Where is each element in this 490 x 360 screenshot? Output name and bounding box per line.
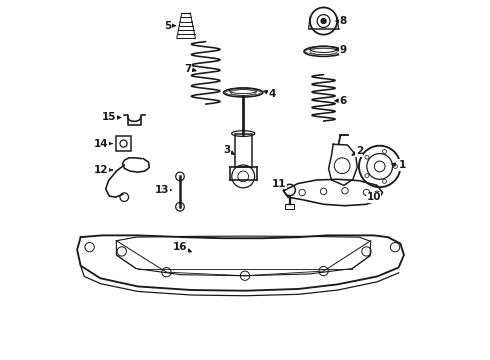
Text: 6: 6 — [335, 96, 347, 106]
Text: 15: 15 — [102, 112, 121, 122]
Bar — [235, 134, 252, 167]
Text: 11: 11 — [272, 179, 287, 189]
Circle shape — [321, 18, 326, 23]
Text: 2: 2 — [352, 147, 363, 157]
Text: 13: 13 — [155, 185, 171, 195]
Bar — [285, 203, 294, 208]
Text: 16: 16 — [173, 242, 191, 252]
Text: 4: 4 — [264, 89, 275, 99]
Text: 12: 12 — [94, 165, 112, 175]
Text: 8: 8 — [336, 16, 347, 26]
Text: 3: 3 — [223, 145, 234, 155]
Text: 7: 7 — [184, 64, 196, 73]
Text: 5: 5 — [165, 21, 175, 31]
Bar — [117, 136, 131, 152]
Text: 14: 14 — [94, 139, 112, 149]
Text: 9: 9 — [336, 45, 347, 55]
Text: 1: 1 — [392, 160, 406, 170]
Text: 10: 10 — [366, 192, 381, 202]
